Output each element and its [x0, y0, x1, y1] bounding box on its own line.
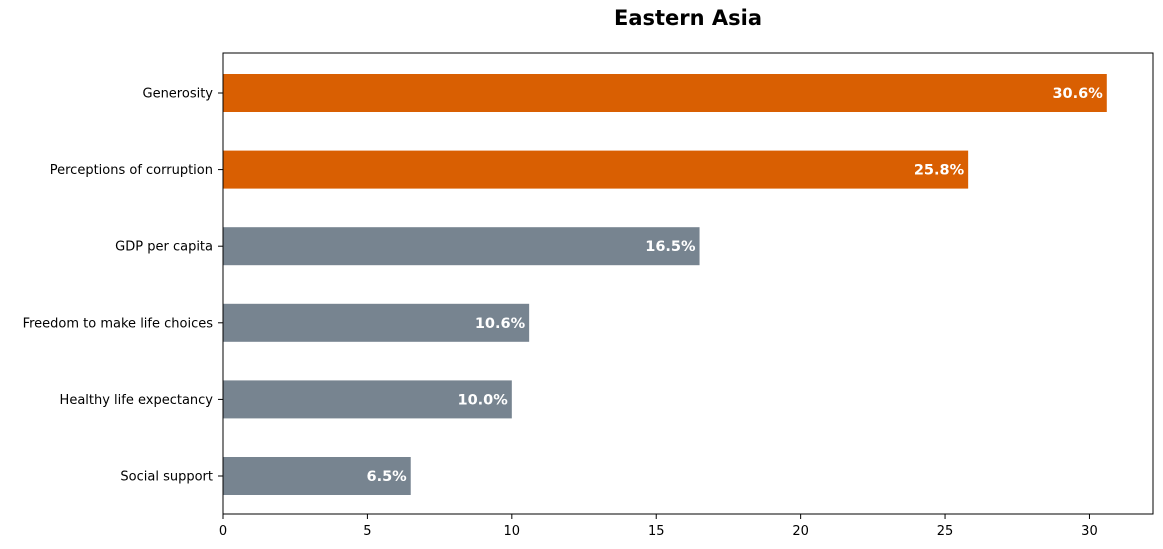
bar — [223, 74, 1107, 112]
chart-title: Eastern Asia — [613, 6, 763, 30]
x-axis-ticks: 0 5 10 15 20 25 30 — [219, 514, 1098, 539]
bars-layer — [223, 74, 1107, 495]
value-labels-layer: 30.6% 25.8% 16.5% 10.6% 10.0% 6.5% — [367, 86, 1104, 485]
x-tick-label: 10 — [504, 524, 521, 539]
bar-value-label: 30.6% — [1052, 86, 1103, 102]
y-tick-label: Perceptions of corruption — [50, 163, 213, 178]
bar — [223, 380, 512, 419]
y-tick-label: Social support — [120, 470, 213, 485]
bar-value-label: 16.5% — [645, 239, 696, 255]
plot-frame — [222, 52, 1154, 515]
x-tick-label: 30 — [1081, 524, 1098, 539]
x-tick-label: 20 — [792, 524, 809, 539]
y-tick-label: Freedom to make life choices — [23, 316, 214, 331]
x-tick-label: 25 — [937, 524, 954, 539]
y-tick-label: GDP per capita — [115, 240, 213, 255]
bar-value-label: 6.5% — [367, 469, 408, 485]
bar-value-label: 10.0% — [458, 392, 509, 408]
x-tick-label: 5 — [363, 524, 371, 539]
bar-value-label: 25.8% — [914, 163, 965, 179]
bar — [223, 457, 411, 495]
y-axis-ticks: Generosity Perceptions of corruption GDP p… — [23, 87, 223, 485]
bar — [223, 303, 530, 342]
y-tick-label: Healthy life expectancy — [60, 393, 214, 408]
x-tick-label: 0 — [219, 524, 227, 539]
bar — [223, 150, 969, 189]
x-tick-label: 15 — [648, 524, 665, 539]
bar-value-label: 10.6% — [475, 316, 526, 332]
y-tick-label: Generosity — [143, 87, 214, 102]
bar — [223, 227, 700, 266]
